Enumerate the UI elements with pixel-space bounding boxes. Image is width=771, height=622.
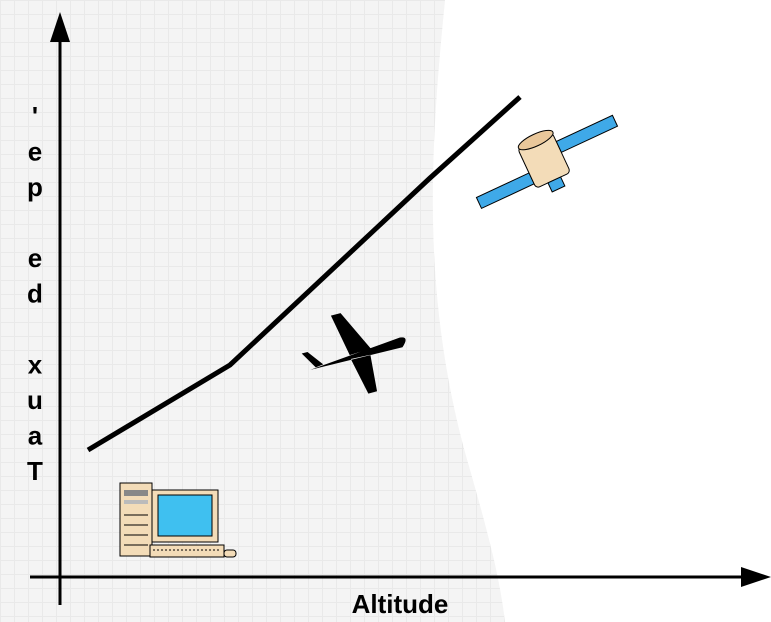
background-fade <box>0 0 505 622</box>
satellite-icon <box>462 101 631 222</box>
x-axis-label: Altitude <box>352 589 449 619</box>
y-axis-label: Taux de pe' <box>27 101 43 486</box>
x-axis-arrow <box>741 567 771 587</box>
diagram: Taux de pe' Altitude <box>0 0 771 622</box>
